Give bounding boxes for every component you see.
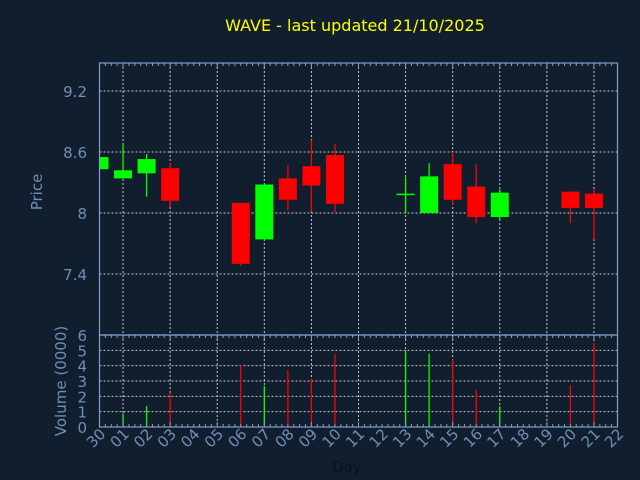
volume-tick-label: 0 [77,419,87,437]
volume-tick-label: 5 [77,342,87,360]
volume-tick-label: 2 [77,388,87,406]
price-marks [99,139,603,266]
candle-body [302,166,321,186]
candle-body [99,157,109,170]
candle-body [255,184,274,240]
candle-body [137,159,156,174]
x-axis-label: Day [332,458,362,476]
volume-tick-label: 6 [77,327,87,345]
axes [98,62,619,428]
candle-body [443,164,462,200]
candle-body [325,155,344,204]
candle-body [278,178,297,200]
volume-axis-label: Volume (0000) [52,326,70,436]
price-tick-label: 8 [77,205,87,223]
chart-title: WAVE - last updated 21/10/2025 [225,16,485,35]
price-tick-label: 7.4 [63,266,87,284]
candle-body [231,202,250,264]
candle-body [114,170,133,179]
volume-tick-label: 4 [77,358,87,376]
volume-tick-label: 3 [77,373,87,391]
candle-body [490,192,509,218]
candle-body [420,176,439,213]
candle-body [396,193,415,196]
price-tick-label: 9.2 [63,83,87,101]
price-axis-label: Price [28,174,46,211]
candle-body [467,186,486,218]
candle-body [561,191,580,208]
candle-body [161,168,180,201]
candle-body [584,193,603,208]
price-tick-label: 8.6 [63,144,87,162]
chart-marks [99,139,603,427]
volume-tick-label: 1 [77,404,87,422]
